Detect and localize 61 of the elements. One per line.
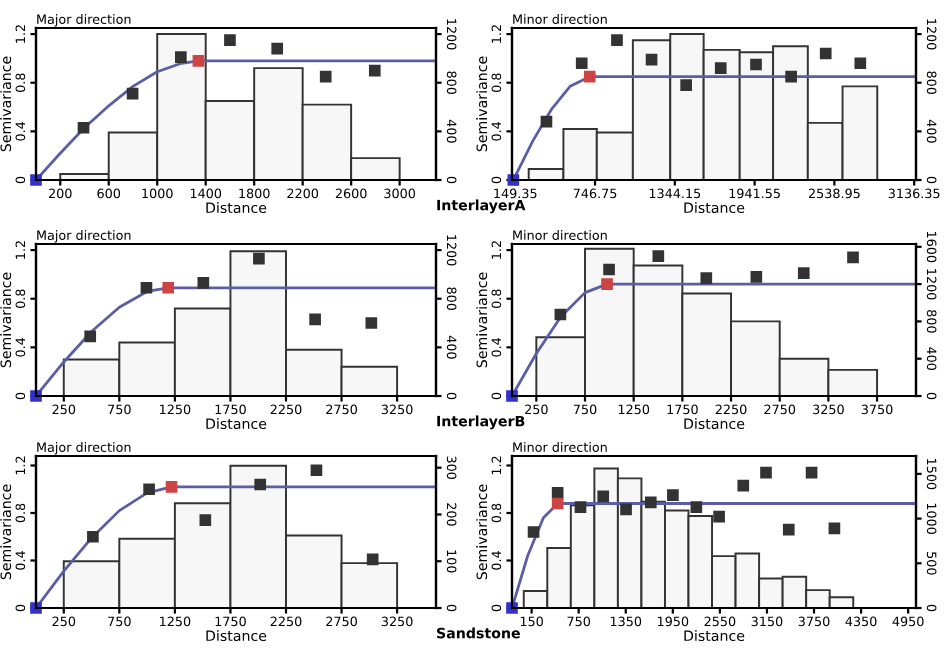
- point: [750, 58, 762, 71]
- point: [162, 281, 175, 294]
- point: [175, 51, 187, 64]
- point: [540, 115, 553, 128]
- point: [652, 250, 665, 262]
- point: [597, 490, 610, 503]
- point: [253, 252, 265, 265]
- point: [847, 251, 859, 264]
- point: [30, 174, 42, 186]
- point: [271, 42, 284, 55]
- point: [366, 553, 379, 566]
- point: [620, 503, 632, 516]
- point: [575, 57, 588, 70]
- point: [143, 483, 155, 496]
- point: [140, 281, 153, 294]
- point: [603, 263, 615, 276]
- point: [645, 53, 658, 66]
- point: [583, 70, 596, 83]
- point: [760, 466, 772, 479]
- point: [254, 478, 267, 491]
- point: [506, 602, 518, 614]
- point: [797, 267, 810, 280]
- point: [554, 308, 567, 321]
- point: [782, 523, 795, 536]
- point: [574, 501, 587, 513]
- point: [30, 390, 42, 402]
- point: [365, 317, 378, 329]
- point: [713, 510, 725, 523]
- point: [197, 277, 210, 289]
- point: [551, 486, 564, 499]
- point: [750, 271, 763, 283]
- point: [506, 390, 518, 402]
- point: [309, 313, 321, 326]
- point: [368, 64, 381, 77]
- point: [126, 87, 139, 100]
- point: [224, 34, 236, 46]
- point: [785, 70, 797, 83]
- point: [644, 496, 657, 509]
- point: [680, 79, 692, 91]
- point: [737, 479, 750, 492]
- point: [87, 530, 99, 543]
- point: [700, 272, 713, 284]
- point: [854, 57, 867, 70]
- point: [84, 330, 97, 343]
- point: [611, 34, 623, 46]
- point: [805, 466, 818, 479]
- point: [319, 70, 332, 83]
- point: [819, 47, 832, 60]
- point: [165, 481, 178, 493]
- point: [667, 489, 679, 502]
- point: [551, 497, 564, 510]
- point: [527, 526, 540, 538]
- point: [199, 514, 212, 526]
- point: [714, 62, 727, 74]
- point: [77, 121, 90, 134]
- point: [310, 464, 323, 477]
- point: [30, 602, 42, 614]
- point: [601, 278, 613, 290]
- point: [690, 501, 703, 513]
- point: [192, 55, 205, 67]
- point: [828, 522, 841, 535]
